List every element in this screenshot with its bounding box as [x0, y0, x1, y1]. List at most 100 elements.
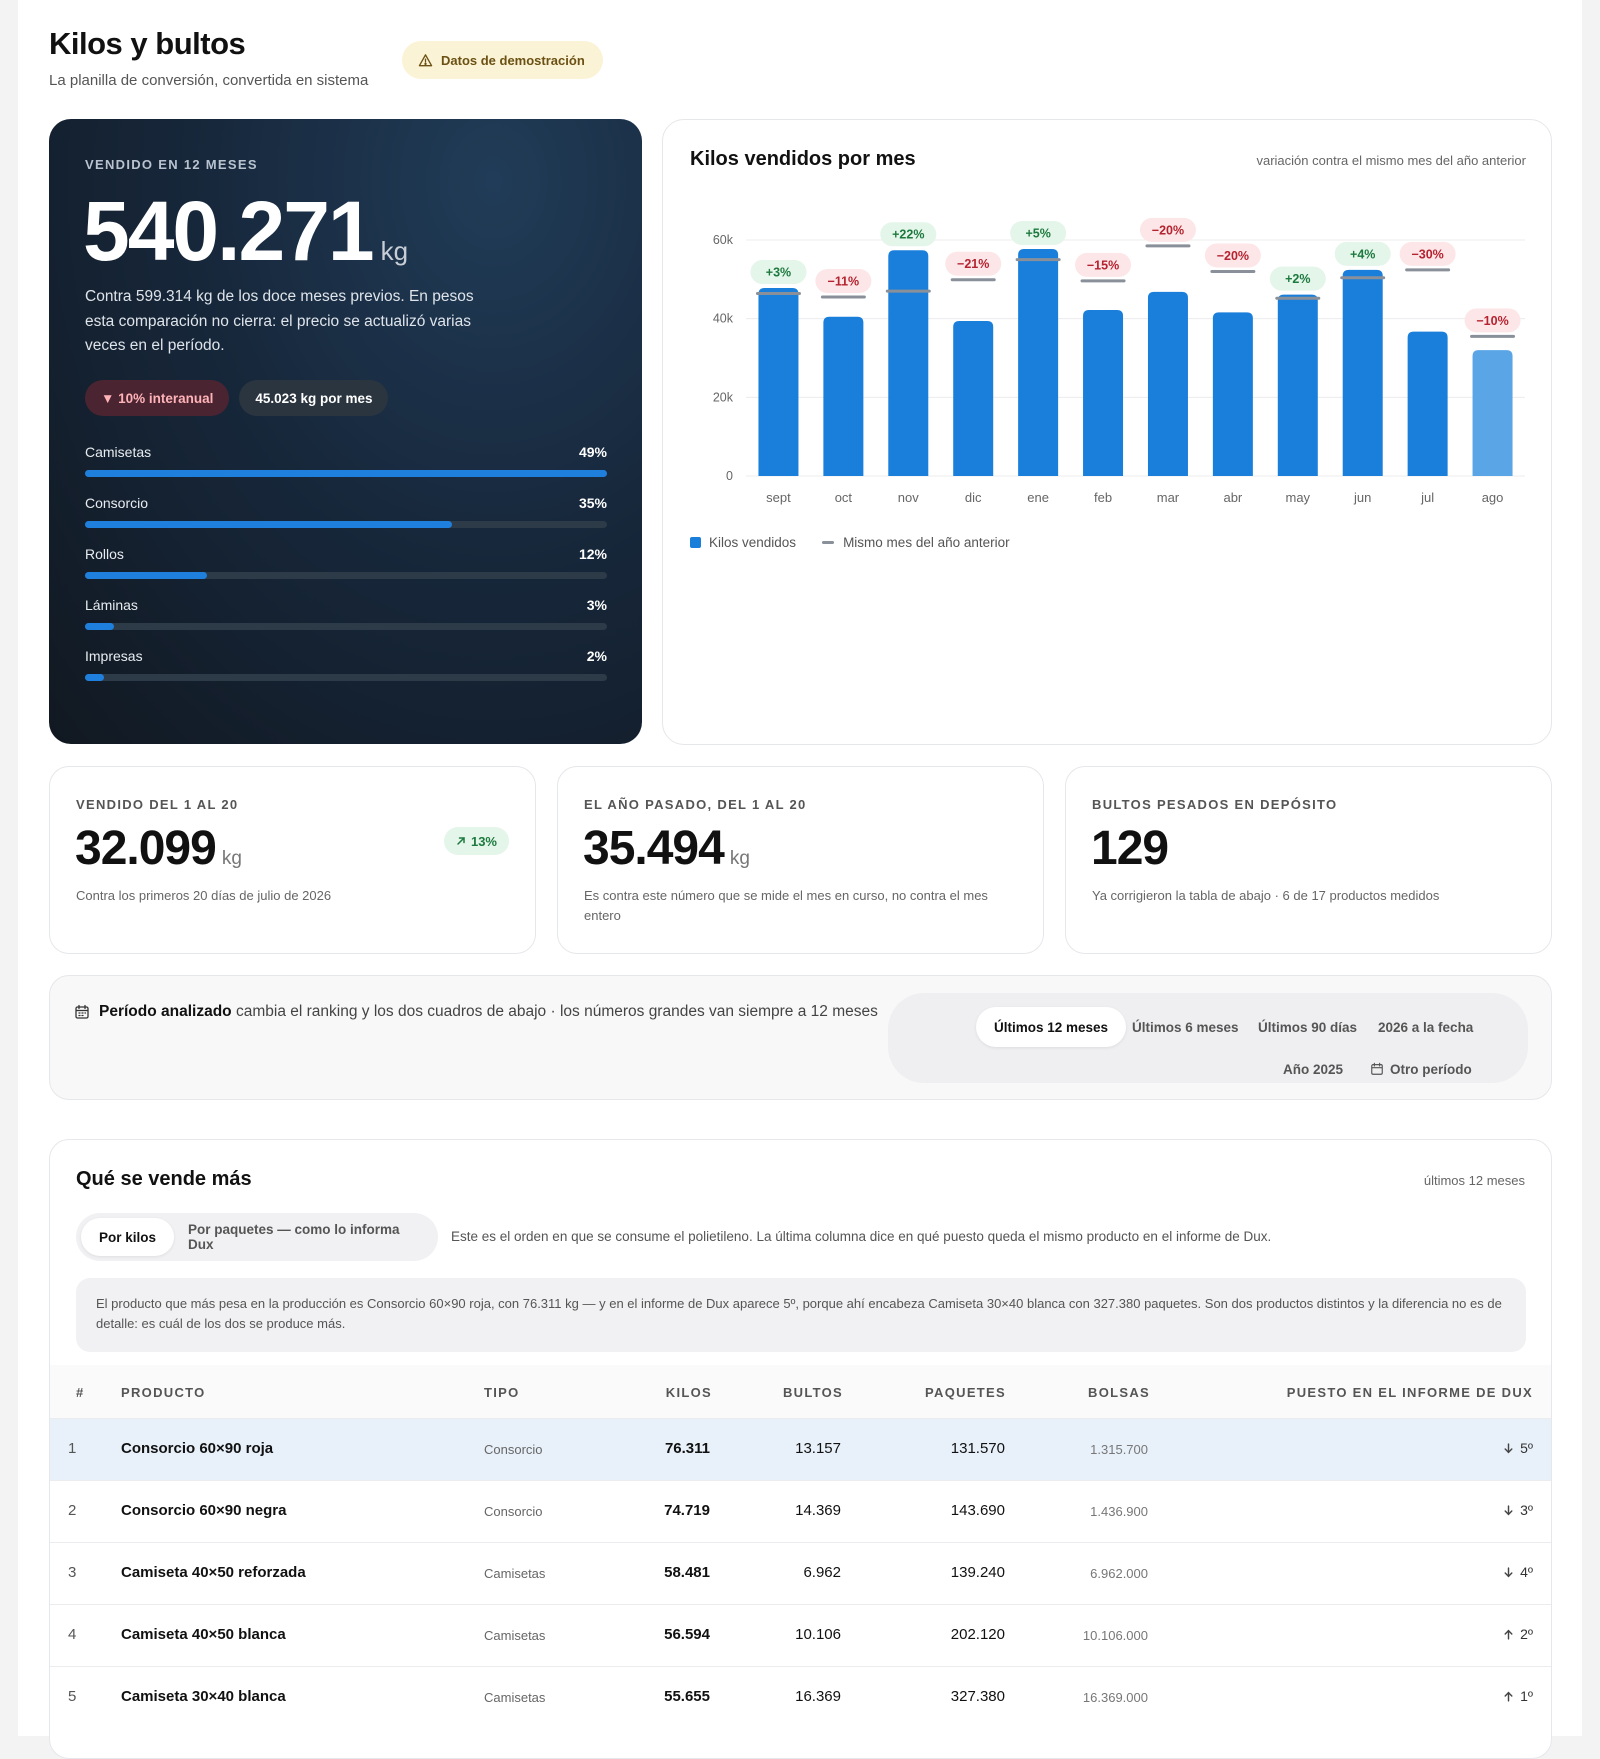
legend-label-current: Kilos vendidos	[709, 535, 797, 550]
packages-value: 327.380	[950, 1688, 1005, 1705]
bar-kilos	[1147, 291, 1188, 476]
dux-rank-value: 1º	[1520, 1688, 1533, 1704]
bultos-value: 13.157	[795, 1440, 841, 1457]
stat-eyebrow: BULTOS PESADOS EN DEPÓSITO	[1092, 797, 1338, 812]
column-header-dux-rank[interactable]: PUESTO EN EL INFORME DE DUX	[1286, 1385, 1533, 1400]
ranking-section: Qué se vende más últimos 12 meses Por ki…	[49, 1139, 1552, 1759]
bar-kilos	[1083, 310, 1124, 476]
table-header: # PRODUCTO TIPO KILOS BULTOS PAQUETES BO…	[50, 1365, 1551, 1418]
table-row[interactable]: 5 Camiseta 30×40 blanca Camisetas 55.655 16.…	[50, 1666, 1551, 1728]
change-badge	[1334, 241, 1391, 266]
bags-value: 1.436.900	[1090, 1504, 1148, 1519]
category-label: Rollos	[85, 546, 124, 562]
change-label: −21%	[957, 257, 989, 271]
category-percent: 35%	[578, 495, 607, 511]
change-label: +2%	[1285, 272, 1310, 286]
row-index: 1	[68, 1440, 77, 1457]
table-row[interactable]: 1 Consorcio 60×90 roja Consorcio 76.311 13.1…	[50, 1418, 1551, 1480]
change-badge	[945, 251, 1002, 276]
category-label: Camisetas	[85, 444, 152, 460]
period-option-ytd[interactable]: 2026 a la fecha	[1378, 1019, 1474, 1035]
category-percent: 12%	[578, 546, 607, 562]
summary-total: 540.271 kg	[83, 183, 408, 280]
arrow-down-icon	[1504, 1442, 1513, 1453]
period-options: Últimos 12 meses Últimos 6 meses Últimos…	[888, 993, 1528, 1083]
bar-kilos	[1407, 331, 1448, 476]
summary-card: VENDIDO EN 12 MESES 540.271 kg Contra 59…	[49, 119, 642, 744]
column-header-bultos[interactable]: BULTOS	[782, 1385, 843, 1400]
dux-rank: 5º	[1503, 1440, 1533, 1456]
y-tick-label: 0	[726, 469, 733, 483]
period-note: cambia el ranking y los dos cuadros de a…	[236, 1003, 878, 1020]
stat-description: Es contra este número que se mide el mes…	[584, 888, 988, 923]
period-option-6-months[interactable]: Últimos 6 meses	[1132, 1019, 1239, 1035]
period-option-90-days[interactable]: Últimos 90 días	[1258, 1019, 1358, 1035]
chart-title: Kilos vendidos por mes	[690, 148, 916, 170]
dux-rank-value: 4º	[1520, 1564, 1533, 1580]
category-bar-fill	[85, 674, 105, 681]
monthly-chart-card: Kilos vendidos por mes variación contra …	[662, 119, 1552, 745]
change-chip-label: 13%	[470, 833, 497, 849]
arrow-up-icon	[1504, 1629, 1513, 1640]
arrow-up-right-icon	[457, 837, 465, 845]
bultos-value: 6.962	[803, 1564, 841, 1581]
arrow-down-icon	[1504, 1504, 1513, 1515]
column-header-product[interactable]: PRODUCTO	[121, 1385, 206, 1400]
stat-value-group: 32.099 kg	[75, 821, 242, 876]
table-row[interactable]: 3 Camiseta 40×50 reforzada Camisetas 58.481…	[50, 1542, 1551, 1604]
row-index: 5	[68, 1688, 77, 1705]
column-header-type[interactable]: TIPO	[484, 1385, 520, 1400]
x-tick-label: may	[1286, 490, 1311, 505]
column-header-kilos[interactable]: KILOS	[665, 1385, 712, 1400]
table-row[interactable]: 4 Camiseta 40×50 blanca Camisetas 56.594 10.…	[50, 1604, 1551, 1666]
product-name: Consorcio 60×90 roja	[121, 1440, 274, 1457]
change-badge	[815, 269, 872, 294]
x-tick-label: feb	[1094, 490, 1112, 505]
change-badge	[1269, 266, 1326, 291]
stat-description: Ya corrigieron la tabla de abajo · 6 de …	[1092, 888, 1440, 903]
table-row[interactable]: 2 Consorcio 60×90 negra Consorcio 74.719 14.…	[50, 1480, 1551, 1542]
period-option-2025[interactable]: Año 2025	[1283, 1061, 1344, 1077]
dux-rank: 4º	[1503, 1564, 1533, 1580]
category-bar-track	[85, 521, 607, 528]
period-option-12-months[interactable]: Últimos 12 meses	[976, 1007, 1127, 1047]
bags-value: 10.106.000	[1082, 1628, 1148, 1643]
kilos-value: 58.481	[664, 1564, 710, 1581]
bultos-value: 14.369	[795, 1502, 841, 1519]
kilos-value: 55.655	[664, 1688, 710, 1705]
stat-unit: kg	[729, 848, 750, 869]
chart-note: variación contra el mismo mes del año an…	[1256, 153, 1526, 168]
period-option-custom[interactable]: Otro período	[1352, 1049, 1490, 1089]
bags-value: 6.962.000	[1090, 1566, 1148, 1581]
bar-kilos	[1212, 312, 1253, 476]
period-selector-panel: Período analizado cambia el ranking y lo…	[49, 975, 1552, 1100]
toggle-by-kilos[interactable]: Por kilos	[81, 1218, 175, 1256]
column-header-index: #	[76, 1385, 85, 1400]
dux-rank-value: 2º	[1520, 1626, 1533, 1642]
legend-label-previous: Mismo mes del año anterior	[843, 535, 1010, 550]
dux-rank-value: 3º	[1520, 1502, 1533, 1518]
summary-unit: kg	[380, 236, 409, 266]
bags-value: 16.369.000	[1082, 1690, 1148, 1705]
column-header-bags[interactable]: BOLSAS	[1088, 1385, 1150, 1400]
bultos-value: 10.106	[795, 1626, 841, 1643]
page-title: Kilos y bultos	[49, 26, 246, 61]
toggle-by-packages[interactable]: Por paquetes — como lo informa Dux	[188, 1222, 400, 1252]
bar-kilos	[888, 250, 929, 476]
product-type: Consorcio	[484, 1504, 543, 1519]
arrow-up-icon	[1504, 1691, 1513, 1702]
x-tick-label: ago	[1482, 490, 1504, 505]
product-name: Camiseta 30×40 blanca	[121, 1688, 286, 1705]
column-header-packages[interactable]: PAQUETES	[925, 1385, 1006, 1400]
bar-kilos	[758, 287, 799, 476]
packages-value: 143.690	[950, 1502, 1005, 1519]
stat-description: Contra los primeros 20 días de julio de …	[76, 888, 332, 903]
calendar-icon	[1371, 1062, 1383, 1075]
category-bar-fill	[85, 470, 607, 477]
legend-item-previous: Mismo mes del año anterior	[822, 535, 1010, 550]
legend-swatch-bar	[690, 537, 701, 548]
category-label: Impresas	[85, 648, 143, 664]
row-index: 2	[68, 1502, 77, 1519]
x-tick-label: dic	[965, 490, 982, 505]
ranking-explanation: Este es el orden en que se consume el po…	[451, 1229, 1272, 1244]
